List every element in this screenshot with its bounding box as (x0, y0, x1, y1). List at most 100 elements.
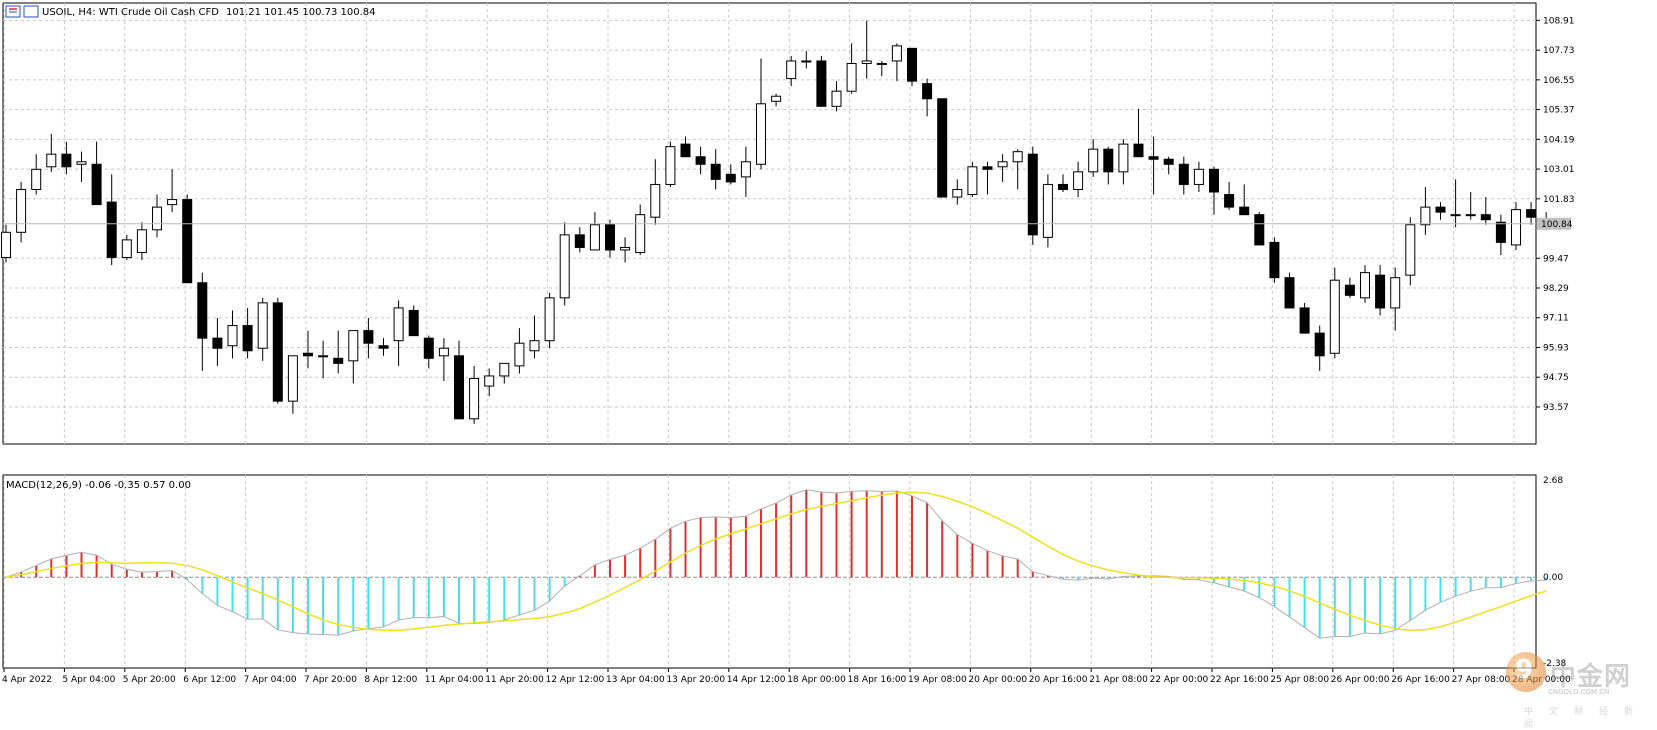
candle (1, 224, 11, 263)
candle-body (635, 214, 646, 253)
candle (1284, 272, 1295, 309)
time-tick-label: 5 Apr 04:00 (62, 675, 115, 685)
candle-body (937, 98, 948, 198)
price-tick-label: 97.11 (1543, 314, 1569, 324)
candle (1465, 192, 1476, 220)
price-tick-label: 101.83 (1543, 195, 1575, 205)
candle-body (212, 337, 223, 349)
candle-body (665, 146, 676, 185)
candle (318, 340, 329, 379)
candle-body (1148, 156, 1159, 160)
time-tick-label: 13 Apr 04:00 (606, 675, 665, 685)
candle (1480, 197, 1491, 225)
candle-body (1284, 277, 1295, 309)
candle-body (1254, 214, 1265, 246)
candle-body (242, 325, 253, 352)
candle-body (907, 47, 917, 82)
candle (952, 179, 963, 205)
candle-body (423, 337, 434, 359)
candle (786, 55, 797, 87)
candle-body (318, 355, 329, 358)
candle (1178, 156, 1189, 195)
candle (1224, 181, 1235, 210)
candle (1299, 302, 1310, 334)
candle (61, 141, 72, 175)
candle-body (257, 302, 268, 349)
time-tick-label: 13 Apr 20:00 (666, 675, 725, 685)
candle (589, 212, 600, 251)
candle (212, 318, 223, 366)
time-tick-label: 7 Apr 04:00 (244, 675, 297, 685)
time-tick-label: 22 Apr 16:00 (1210, 675, 1269, 685)
candle (1360, 265, 1370, 303)
candle-body (91, 163, 102, 206)
candle (514, 328, 525, 374)
candle-body (1360, 272, 1370, 299)
candle (197, 272, 208, 371)
candle-body (1299, 307, 1310, 334)
macd-signal-line (5, 491, 1547, 632)
candle-body (574, 234, 585, 248)
candle (1239, 184, 1250, 216)
candle (1420, 186, 1431, 235)
candle-body (1163, 158, 1174, 165)
candle-body (1329, 279, 1340, 354)
candle-body (922, 83, 933, 100)
candle (665, 141, 676, 187)
candle (1526, 202, 1537, 225)
candle-body (1058, 183, 1068, 190)
candle-body (514, 342, 525, 367)
price-tick-label: 108.91 (1543, 16, 1575, 26)
candle-body (1103, 148, 1114, 173)
time-tick-label: 27 Apr 08:00 (1452, 675, 1511, 685)
candle (393, 300, 404, 366)
chart-ohlc-values: 101.21 101.45 100.73 100.84 (226, 7, 376, 18)
time-tick-label: 12 Apr 12:00 (546, 675, 605, 685)
candle (378, 338, 389, 356)
candle (272, 297, 283, 404)
candle-body (1390, 277, 1401, 309)
candle-body (136, 229, 147, 253)
candle-body (76, 161, 87, 165)
candle (831, 81, 842, 112)
candle-body (1314, 332, 1325, 357)
candle-body (967, 166, 978, 196)
candle (982, 161, 993, 195)
candle-body (876, 62, 887, 65)
candle-body (333, 357, 344, 364)
candle-body (544, 297, 555, 342)
candle (438, 338, 449, 381)
candle (167, 169, 178, 213)
candle (333, 330, 344, 374)
price-tick-label: 105.37 (1543, 106, 1575, 116)
candle-body (529, 340, 540, 352)
watermark-logo-icon: 9 (1506, 652, 1546, 692)
candle-body (831, 90, 842, 107)
candle (46, 134, 57, 172)
candle-body (484, 375, 495, 387)
candle (91, 141, 102, 206)
candle (922, 78, 933, 117)
candle (861, 20, 872, 79)
macd-axis-zero-label: 0.00 (1543, 573, 1563, 583)
watermark-brand: 中金网 (1550, 662, 1632, 692)
price-axis: 108.91 107.73 106.55 105.37 104.19 103.01 101.… (1536, 16, 1575, 413)
candle (907, 47, 917, 87)
candle (1027, 146, 1038, 245)
candle-body (816, 60, 827, 107)
candle (1435, 202, 1446, 220)
candle (1344, 277, 1355, 298)
candle (605, 219, 615, 258)
candle-body (1450, 214, 1461, 217)
candle-body (771, 95, 782, 102)
candle (121, 234, 132, 261)
time-tick-label: 5 Apr 20:00 (123, 675, 176, 685)
candle (574, 227, 585, 253)
candle-body (1224, 194, 1235, 208)
candle-body (363, 330, 374, 344)
candle (710, 149, 721, 190)
watermark-slogan: 中文财经新闻 (1524, 707, 1650, 730)
chart-trade-icon[interactable] (23, 5, 39, 18)
time-tick-label: 6 Apr 12:00 (183, 675, 236, 685)
